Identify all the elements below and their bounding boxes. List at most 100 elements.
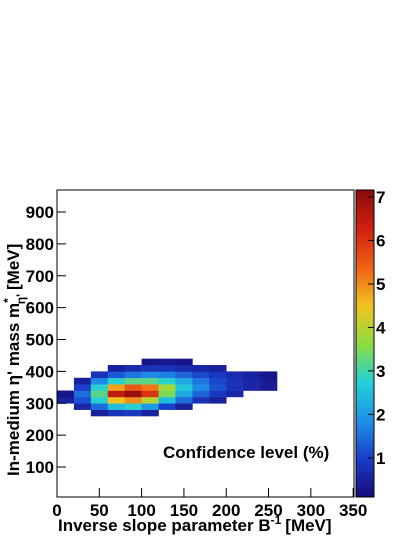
heat-cell	[175, 377, 193, 385]
colorbar-segment	[356, 287, 374, 291]
colorbar-segment	[356, 453, 374, 457]
heat-cell	[158, 377, 176, 385]
colorbar-segment	[356, 223, 374, 227]
heat-cell	[192, 377, 210, 385]
heat-cell	[158, 390, 176, 398]
colorbar-tick-label: 7	[376, 188, 385, 207]
heat-cell	[175, 384, 193, 391]
colorbar-segment	[356, 330, 374, 334]
colorbar-segment	[356, 261, 374, 265]
heat-cell	[226, 390, 244, 398]
y-tick-label: 400	[26, 362, 54, 381]
y-tick-label: 200	[26, 426, 54, 445]
colorbar-segment	[356, 271, 374, 275]
heat-cell	[124, 390, 142, 398]
colorbar-segment	[356, 300, 374, 304]
colorbar-segment	[356, 422, 374, 426]
y-tick-label: 800	[26, 235, 54, 254]
colorbar-segment	[356, 233, 374, 237]
colorbar-segment	[356, 425, 374, 429]
colorbar-segment	[356, 420, 374, 424]
colorbar-segment	[356, 215, 374, 219]
heat-cell	[141, 396, 159, 404]
colorbar-segment	[356, 461, 374, 465]
colorbar-segment	[356, 190, 374, 194]
x-label-sup: -1	[271, 513, 282, 527]
colorbar-segment	[356, 466, 374, 470]
colorbar-segment	[356, 320, 374, 324]
heat-cell	[192, 396, 210, 404]
colorbar-segment	[356, 468, 374, 472]
y-tick-label: 900	[26, 203, 54, 222]
colorbar-segment	[356, 243, 374, 247]
colorbar-segment	[356, 335, 374, 339]
colorbar-segment	[356, 471, 374, 475]
colorbar-segment	[356, 328, 374, 332]
heat-cell	[141, 390, 159, 398]
heat-cell	[175, 371, 193, 379]
colorbar-segment	[356, 473, 374, 478]
colorbar-segment	[356, 386, 374, 391]
colorbar-frame	[355, 189, 375, 498]
heat-cell	[141, 403, 159, 410]
colorbar-segment	[356, 317, 374, 321]
y-tick-label: 700	[26, 267, 54, 286]
colorbar-segment	[356, 463, 374, 467]
colorbar-segment	[356, 489, 374, 493]
colorbar-segment	[356, 205, 374, 209]
colorbar-segment	[356, 259, 374, 263]
colorbar-tick-label: 5	[376, 275, 385, 294]
colorbar-segment	[356, 481, 374, 485]
heat-cell	[158, 365, 176, 372]
colorbar-segment	[356, 392, 374, 396]
colorbar-segment	[356, 384, 374, 388]
y-tick-label: 300	[26, 394, 54, 413]
heat-cell	[175, 358, 193, 366]
colorbar-segment	[356, 282, 374, 286]
colorbar-segment	[356, 246, 374, 250]
x-tick-label: 100	[127, 501, 155, 520]
colorbar-segment	[356, 333, 374, 337]
colorbar-segment	[356, 366, 374, 370]
colorbar-segment	[356, 371, 374, 375]
y-tick-label: 100	[26, 458, 54, 477]
heat-cell	[192, 365, 210, 372]
heat-cell	[158, 384, 176, 391]
heat-cell	[73, 377, 92, 385]
heat-cell	[57, 390, 75, 398]
colorbar-segment	[356, 200, 374, 204]
colorbar-segment	[356, 241, 374, 245]
colorbar-segment	[356, 376, 374, 380]
colorbar-tick-label: 2	[376, 405, 385, 424]
colorbar-segment	[356, 402, 374, 406]
heat-cell	[209, 377, 227, 385]
heat-cell	[141, 365, 159, 372]
heat-cell	[124, 384, 142, 391]
heat-cell	[141, 371, 159, 379]
colorbar-segment	[356, 397, 374, 401]
heat-cell	[90, 396, 109, 404]
heat-cell	[107, 365, 125, 372]
colorbar-segment	[356, 315, 374, 319]
heat-cell	[209, 384, 227, 391]
colorbar-segment	[356, 220, 374, 224]
colorbar-tick-label: 6	[376, 231, 385, 250]
colorbar-segment	[356, 230, 374, 234]
heat-cell	[124, 396, 142, 404]
x-tick-label: 150	[170, 501, 198, 520]
colorbar-segment	[356, 381, 374, 385]
colorbar-segment	[356, 410, 374, 414]
colorbar-tick-label: 1	[376, 449, 385, 468]
colorbar-segment	[356, 479, 374, 483]
colorbar-segment	[356, 389, 374, 393]
colorbar-segment	[356, 207, 374, 211]
heat-cell	[209, 390, 227, 398]
y-tick-label: 500	[26, 331, 54, 350]
x-label-text: Inverse slope parameter B	[58, 516, 271, 535]
colorbar-segment	[356, 404, 374, 408]
colorbar-segment	[356, 197, 374, 201]
colorbar-segment	[356, 238, 374, 242]
colorbar-segment	[356, 440, 374, 444]
colorbar-segment	[356, 379, 374, 383]
